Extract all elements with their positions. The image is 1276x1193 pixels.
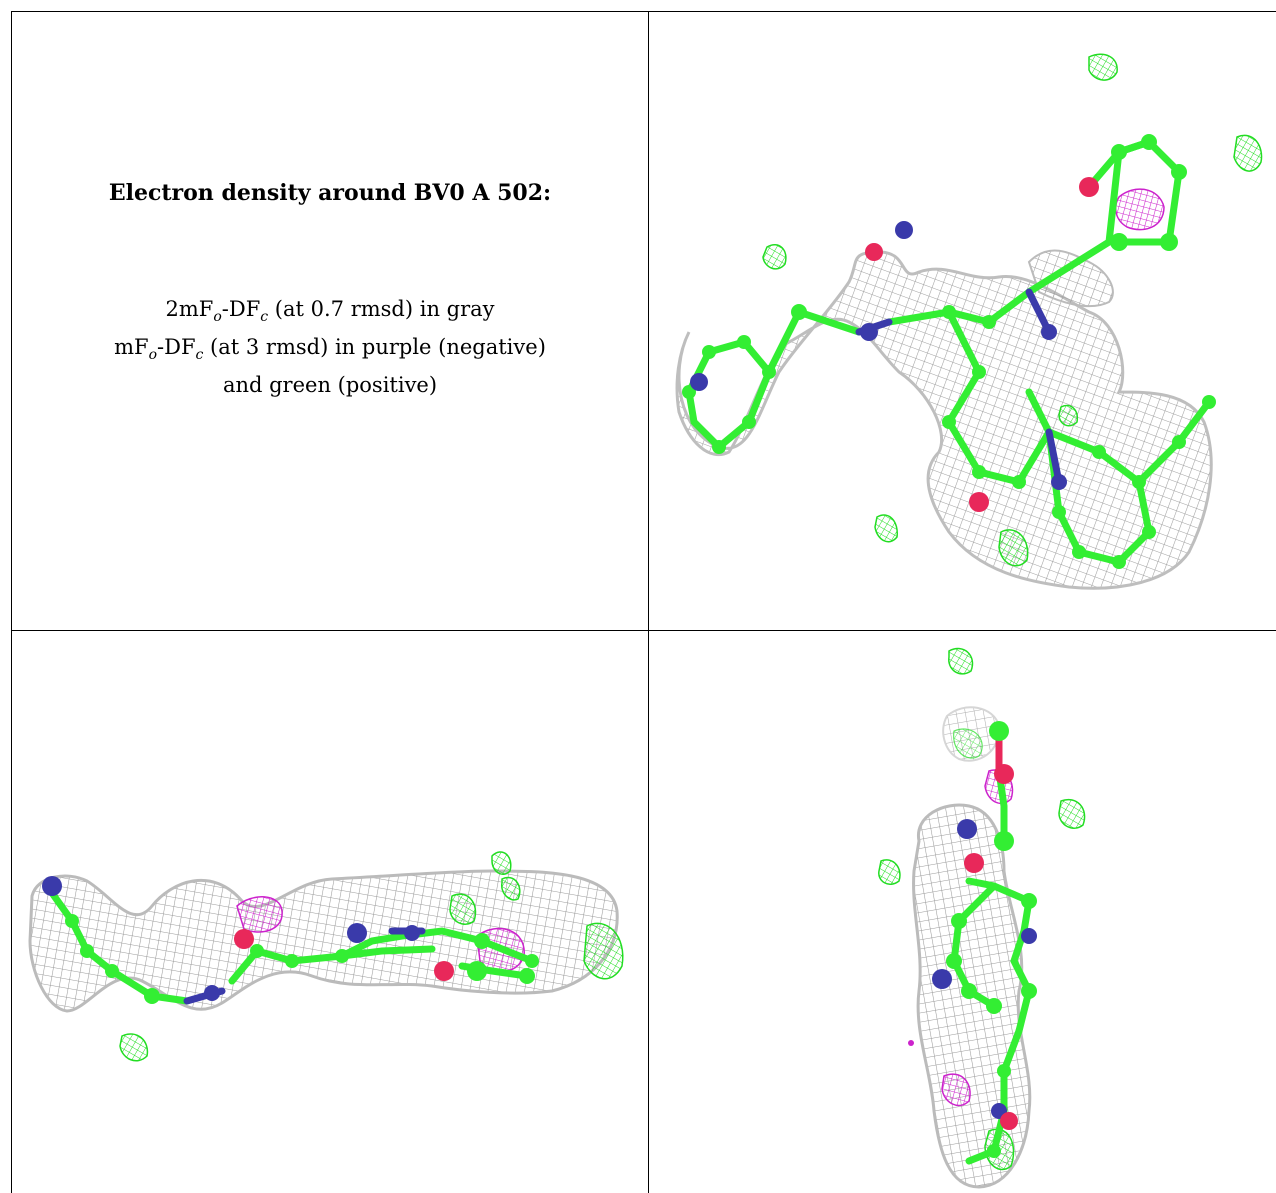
grid-line-top — [11, 11, 1276, 12]
density-panel-side-view — [12, 631, 648, 1193]
figure-title: Electron density around BV0 A 502: — [108, 180, 552, 206]
legend-line-positive: and green (positive) — [222, 373, 438, 398]
grid-line-left — [11, 11, 12, 1193]
grid-line-center — [648, 11, 649, 1193]
grid-line-middle — [11, 630, 1276, 631]
caption-cell: Electron density around BV0 A 502: 2mFo-… — [12, 12, 648, 630]
legend-line-difference: mFo-DFc (at 3 rmsd) in purple (negative) — [114, 335, 546, 364]
molecule-density-view-3-icon — [878, 647, 1086, 1189]
molecule-density-view-2-icon — [28, 851, 624, 1062]
density-panel-top-view — [649, 12, 1276, 630]
density-panel-end-view — [649, 631, 1276, 1193]
figure-legend: 2mFo-DFc (at 0.7 rmsd) in gray mFo-DFc (… — [12, 294, 648, 400]
molecule-density-view-1-icon — [675, 53, 1263, 590]
figure-grid: Electron density around BV0 A 502: 2mFo-… — [11, 11, 1276, 1193]
legend-line-gray: 2mFo-DFc (at 0.7 rmsd) in gray — [165, 297, 495, 326]
